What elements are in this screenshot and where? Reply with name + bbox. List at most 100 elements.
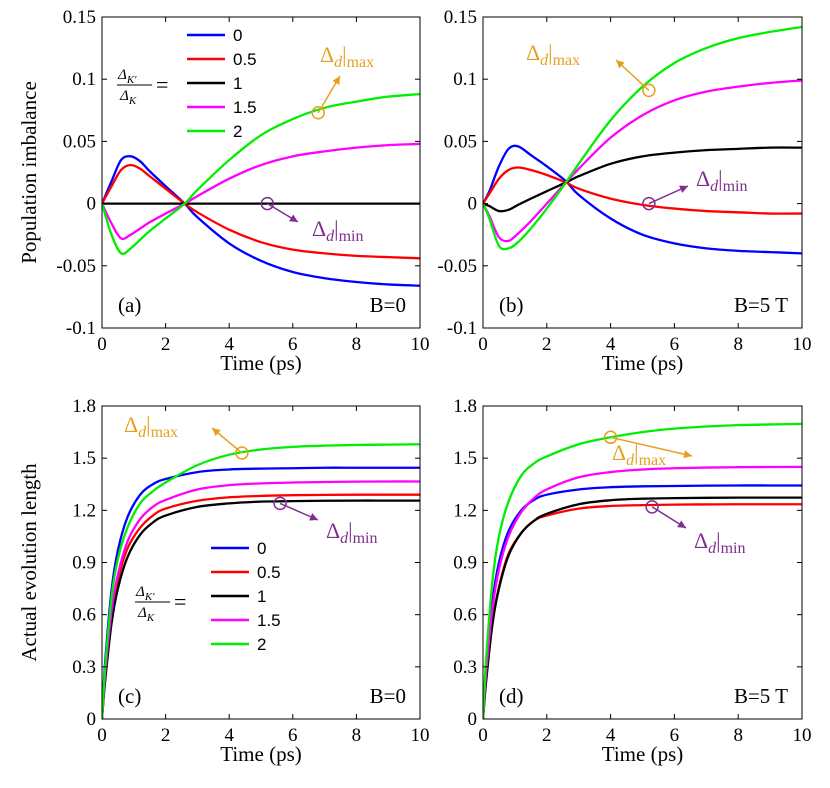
x-axis-label: Time (ps) (602, 351, 684, 375)
x-tick-label: 2 (542, 725, 552, 746)
series-line-1 (483, 496, 802, 719)
series-line-2 (483, 422, 802, 719)
axes-frame (101, 16, 421, 329)
series-line-1.5 (483, 465, 802, 719)
y-tick-label: 0 (87, 194, 97, 215)
y-tick-label: 0.9 (72, 553, 96, 574)
y-tick-label: 0.3 (72, 657, 96, 678)
x-axis-label: Time (ps) (602, 742, 684, 766)
legend-entry-label: 0 (233, 26, 242, 45)
legend-entry-label: 2 (233, 122, 242, 141)
ratio-denominator: ΔK (119, 88, 137, 107)
series-line-1.5 (102, 480, 420, 719)
y-tick-label: 0 (87, 709, 97, 730)
y-tick-label: 0.1 (72, 69, 96, 90)
y-tick-label: -0.1 (66, 318, 96, 339)
legend-entry-label: 1.5 (233, 98, 257, 117)
legend-entry-label: 0.5 (257, 563, 281, 582)
annotation-label: Δd|max (124, 412, 178, 441)
y-tick-label: -0.05 (56, 256, 96, 277)
y-tick-label: 0.6 (453, 605, 477, 626)
x-tick-label: 2 (161, 725, 171, 746)
legend-ratio-label: ΔK′ ΔK = (135, 584, 186, 624)
x-tick-label: 4 (606, 334, 616, 355)
annotation-label: Δd|max (320, 42, 374, 71)
annotation-arrow-head (212, 428, 221, 437)
x-tick-label: 4 (224, 725, 234, 746)
field-label: B=0 (370, 684, 406, 708)
annotation-arrow-head (332, 76, 340, 85)
y-tick-label: 1.8 (72, 396, 96, 417)
ratio-denominator: ΔK (137, 605, 155, 624)
legend-entry-label: 1 (233, 74, 242, 93)
annotation-marker (311, 106, 325, 120)
x-axis-label: Time (ps) (220, 742, 302, 766)
annotation-arrow-head (683, 450, 692, 459)
legend-entry-label: 1 (257, 587, 266, 606)
annotation-label: Δd|min (694, 528, 745, 557)
ratio-equals: = (174, 589, 186, 614)
y-tick-label: -0.05 (437, 256, 477, 277)
ratio-numerator: ΔK′ (135, 584, 155, 603)
panel-label: (b) (499, 293, 524, 317)
y-tick-label: 0 (468, 194, 478, 215)
annotation-arrow-head (289, 214, 298, 222)
y-tick-label: 0.9 (453, 553, 477, 574)
x-tick-label: 10 (411, 334, 430, 355)
y-axis-label: Population imbalance (17, 81, 41, 264)
x-tick-label: 2 (542, 334, 552, 355)
annotation-marker (645, 500, 659, 514)
panel-label: (a) (118, 293, 141, 317)
x-tick-label: 2 (161, 334, 171, 355)
series-line-1 (102, 499, 420, 719)
field-label: B=0 (370, 293, 406, 317)
y-tick-label: 0.15 (63, 7, 96, 28)
y-tick-label: 1.5 (453, 448, 477, 469)
series-line-1.5 (102, 142, 420, 241)
x-tick-label: 6 (670, 334, 680, 355)
legend-ratio-label: ΔK′ ΔK = (117, 67, 168, 107)
panel-d: 0 2 4 6 8 10 0 0.3 0.6 0.9 1.2 1.5 1.8 Time (ps) (d) B=… (453, 396, 811, 766)
y-tick-label: 0.6 (72, 605, 96, 626)
annotation-marker (235, 446, 249, 460)
y-tick-label: 1.5 (72, 448, 96, 469)
annotation-marker (603, 430, 618, 445)
x-tick-label: 6 (288, 725, 298, 746)
series-line-1.5 (483, 79, 802, 243)
x-tick-label: 8 (733, 334, 743, 355)
x-tick-label: 10 (411, 725, 430, 746)
series-line-0 (483, 144, 802, 255)
legend-entry-label: 0.5 (233, 50, 257, 69)
annotation-label: Δd|min (312, 216, 363, 245)
x-tick-label: 6 (288, 334, 298, 355)
ratio-numerator: ΔK′ (117, 67, 137, 86)
x-tick-label: 0 (97, 334, 107, 355)
x-tick-label: 0 (97, 725, 107, 746)
y-tick-label: 0.1 (453, 69, 477, 90)
annotation-arrow-head (616, 60, 625, 69)
series-line-0 (483, 484, 802, 719)
legend: 0 0.5 1 1.5 2 ΔK′ ΔK = (135, 539, 281, 654)
y-tick-label: 1.8 (453, 396, 477, 417)
annotation-marker (642, 196, 656, 211)
y-tick-label: 0.15 (444, 7, 477, 28)
legend: 0 0.5 1 1.5 2 ΔK′ ΔK = (117, 26, 257, 141)
panel-b: 0 2 4 6 8 10 -0.1 -0.05 0 0.05 0.1 0.15 Time (ps) (b)… (437, 7, 811, 375)
x-tick-label: 0 (478, 334, 488, 355)
annotation-arrow-line (610, 436, 693, 457)
x-tick-label: 8 (352, 725, 362, 746)
y-tick-label: 1.2 (72, 500, 96, 521)
x-tick-label: 10 (793, 725, 812, 746)
y-tick-label: 0.05 (444, 131, 477, 152)
panel-label: (d) (499, 684, 524, 708)
annotation-marker (273, 496, 287, 511)
series-line-2 (483, 25, 802, 251)
annotation-arrow-head (309, 513, 318, 521)
series-line-0 (102, 155, 420, 287)
x-tick-label: 4 (224, 334, 234, 355)
series-line-2 (102, 443, 420, 719)
annotation-marker (642, 83, 656, 98)
y-tick-label: 0 (468, 709, 478, 730)
annotation-label: Δd|max (612, 440, 666, 469)
